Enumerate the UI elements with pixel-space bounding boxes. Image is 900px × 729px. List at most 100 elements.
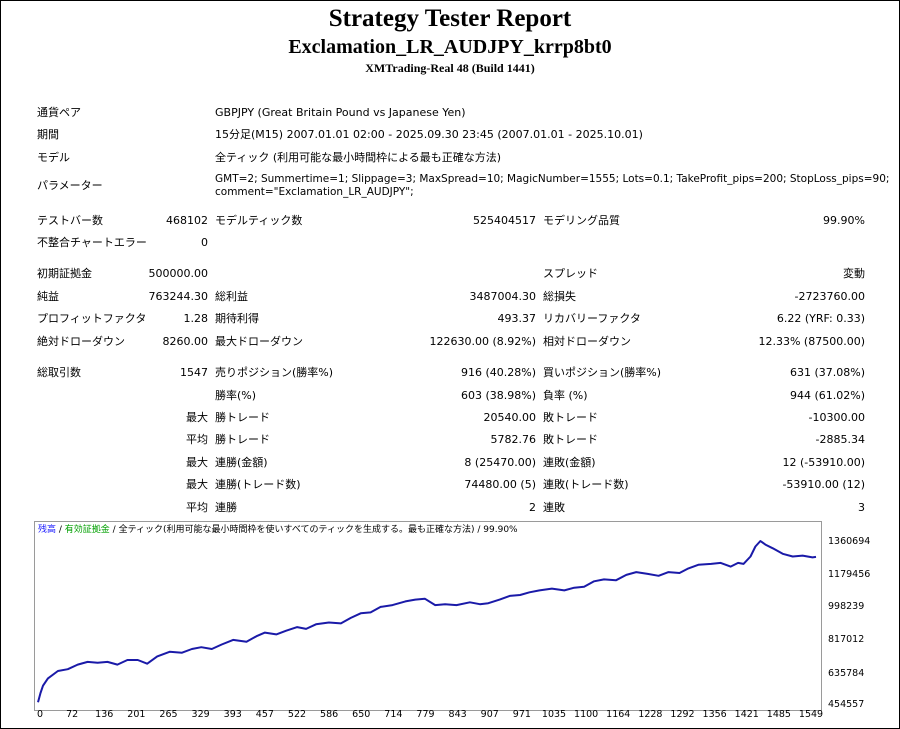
y-tick-label: 1179456 xyxy=(828,569,871,580)
period-value: 15分足(M15) 2007.01.01 02:00 - 2025.09.30 … xyxy=(215,128,643,141)
quality-value: 99.90% xyxy=(823,214,865,227)
rel-drawdown-value: 12.33% (87500.00) xyxy=(758,335,865,348)
x-tick-label: 457 xyxy=(255,709,274,720)
largest-win-label: 勝トレード xyxy=(215,411,270,424)
largest-win-value: 20540.00 xyxy=(483,411,537,424)
x-tick-label: 1035 xyxy=(541,709,567,720)
model-label: モデル xyxy=(37,151,70,164)
max-word-3: 最大 xyxy=(186,478,208,491)
period-label: 期間 xyxy=(37,128,59,141)
abs-drawdown-label: 絶対ドローダウン xyxy=(37,335,125,348)
cons-losses-amount-value: 12 (-53910.00) xyxy=(782,456,865,469)
short-positions-label: 売りポジション(勝率%) xyxy=(215,366,334,379)
bars-value: 468102 xyxy=(166,214,208,227)
params-line-1: GMT=2; Summertime=1; Slippage=3; MaxSpre… xyxy=(215,173,890,185)
recovery-factor-value: 6.22 (YRF: 0.33) xyxy=(776,312,865,325)
deposit-label: 初期証拠金 xyxy=(37,267,92,280)
x-tick-label: 1100 xyxy=(574,709,599,720)
params-line-2: comment="Exclamation_LR_AUDJPY"; xyxy=(215,186,414,198)
spread-label: スプレッド xyxy=(543,267,598,280)
y-tick-label: 635784 xyxy=(828,668,865,679)
largest-loss-label: 敗トレード xyxy=(543,411,598,424)
rel-drawdown-label: 相対ドローダウン xyxy=(543,335,631,348)
legend-model: 全ティック(利用可能な最小時間枠を使いすべてのティックを生成する。最も正確な方法… xyxy=(118,525,475,535)
avg-loss-value: -2885.34 xyxy=(815,433,865,446)
cons-wins-amount-value: 8 (25470.00) xyxy=(464,456,536,469)
mismatch-label: 不整合チャートエラー xyxy=(37,236,147,249)
spread-value: 変動 xyxy=(843,267,865,280)
x-tick-label: 843 xyxy=(448,709,467,720)
x-tick-label: 522 xyxy=(287,709,307,720)
quality-label: モデリング品質 xyxy=(543,214,620,227)
max-drawdown-label: 最大ドローダウン xyxy=(215,335,303,348)
deposit-value: 500000.00 xyxy=(148,267,209,280)
report-title: Strategy Tester Report xyxy=(328,5,572,32)
avg-cons-wins-value: 2 xyxy=(529,501,536,514)
x-tick-label: 586 xyxy=(320,709,339,720)
x-tick-label: 1549 xyxy=(798,709,824,720)
largest-word: 最大 xyxy=(186,411,208,424)
server-info: XMTrading-Real 48 (Build 1441) xyxy=(365,61,535,75)
bars-label: テストバー数 xyxy=(37,214,103,227)
cons-wins-count-value: 74480.00 (5) xyxy=(464,478,536,491)
max-word-2: 最大 xyxy=(186,456,208,469)
x-tick-label: 329 xyxy=(191,709,210,720)
gross-loss-label: 総損失 xyxy=(543,290,576,303)
win-rate-value: 603 (38.98%) xyxy=(460,389,536,402)
x-tick-label: 1485 xyxy=(766,709,791,720)
avg-cons-losses-label: 連敗 xyxy=(543,501,565,514)
chart-legend: 残高 / 有効証拠金 / 全ティック(利用可能な最小時間枠を使いすべてのティック… xyxy=(38,524,518,536)
x-tick-label: 1228 xyxy=(638,709,663,720)
mismatch-value: 0 xyxy=(201,236,208,249)
total-trades-label: 総取引数 xyxy=(37,366,81,379)
total-trades-value: 1547 xyxy=(180,366,208,379)
avg-win-label: 勝トレード xyxy=(215,433,270,446)
max-drawdown-value: 122630.00 (8.92%) xyxy=(429,335,536,348)
x-tick-label: 136 xyxy=(95,709,114,720)
x-tick-label: 201 xyxy=(127,709,146,720)
average-word: 平均 xyxy=(186,433,208,446)
gross-profit-label: 総利益 xyxy=(215,290,248,303)
cons-losses-amount-label: 連敗(金額) xyxy=(543,456,596,469)
y-tick-label: 454557 xyxy=(828,699,865,710)
recovery-factor-label: リカバリーファクタ xyxy=(543,312,641,325)
cons-wins-count-label: 連勝(トレード数) xyxy=(215,478,301,491)
net-profit-label: 純益 xyxy=(37,290,59,303)
avg-cons-losses-value: 3 xyxy=(858,501,865,514)
abs-drawdown-value: 8260.00 xyxy=(162,335,209,348)
params-label: パラメーター xyxy=(37,179,103,192)
balance-chart-plot xyxy=(37,540,817,703)
legend-quality: / 99.90% xyxy=(474,525,518,535)
x-tick-label: 1164 xyxy=(606,709,631,720)
long-positions-value: 631 (37.08%) xyxy=(789,366,865,379)
x-tick-label: 1421 xyxy=(734,709,759,720)
ticks-value: 525404517 xyxy=(473,214,536,227)
expected-payoff-label: 期待利得 xyxy=(215,312,259,325)
cons-losses-count-label: 連敗(トレード数) xyxy=(543,478,629,491)
gross-loss-value: -2723760.00 xyxy=(794,290,865,303)
y-tick-label: 998239 xyxy=(828,601,865,612)
model-value: 全ティック (利用可能な最小時間枠による最も正確な方法) xyxy=(215,151,502,164)
x-tick-label: 714 xyxy=(384,709,403,720)
symbol-value: GBPJPY (Great Britain Pound vs Japanese … xyxy=(215,106,466,119)
x-tick-label: 779 xyxy=(416,709,435,720)
loss-rate-label: 負率 (%) xyxy=(543,389,588,402)
x-tick-label: 1292 xyxy=(670,709,695,720)
average-word-2: 平均 xyxy=(186,501,208,514)
balance-chart xyxy=(34,521,822,711)
x-tick-label: 0 xyxy=(36,709,44,720)
y-tick-label: 1360694 xyxy=(828,536,871,547)
profit-factor-value: 1.28 xyxy=(183,312,209,325)
legend-balance: 残高 xyxy=(38,525,57,535)
ticks-label: モデルティック数 xyxy=(215,214,303,227)
report-header: Strategy Tester Report Exclamation_LR_AU… xyxy=(0,4,900,76)
legend-equity: 有効証拠金 xyxy=(64,525,110,535)
legend-separator-2: / xyxy=(109,525,119,535)
x-tick-label: 265 xyxy=(159,709,178,720)
y-tick-label: 817012 xyxy=(828,634,865,645)
avg-loss-label: 敗トレード xyxy=(543,433,598,446)
avg-cons-wins-label: 連勝 xyxy=(215,501,237,514)
profit-factor-label: プロフィットファクタ xyxy=(37,312,147,325)
cons-losses-count-value: -53910.00 (12) xyxy=(782,478,865,491)
x-tick-label: 650 xyxy=(352,709,371,720)
